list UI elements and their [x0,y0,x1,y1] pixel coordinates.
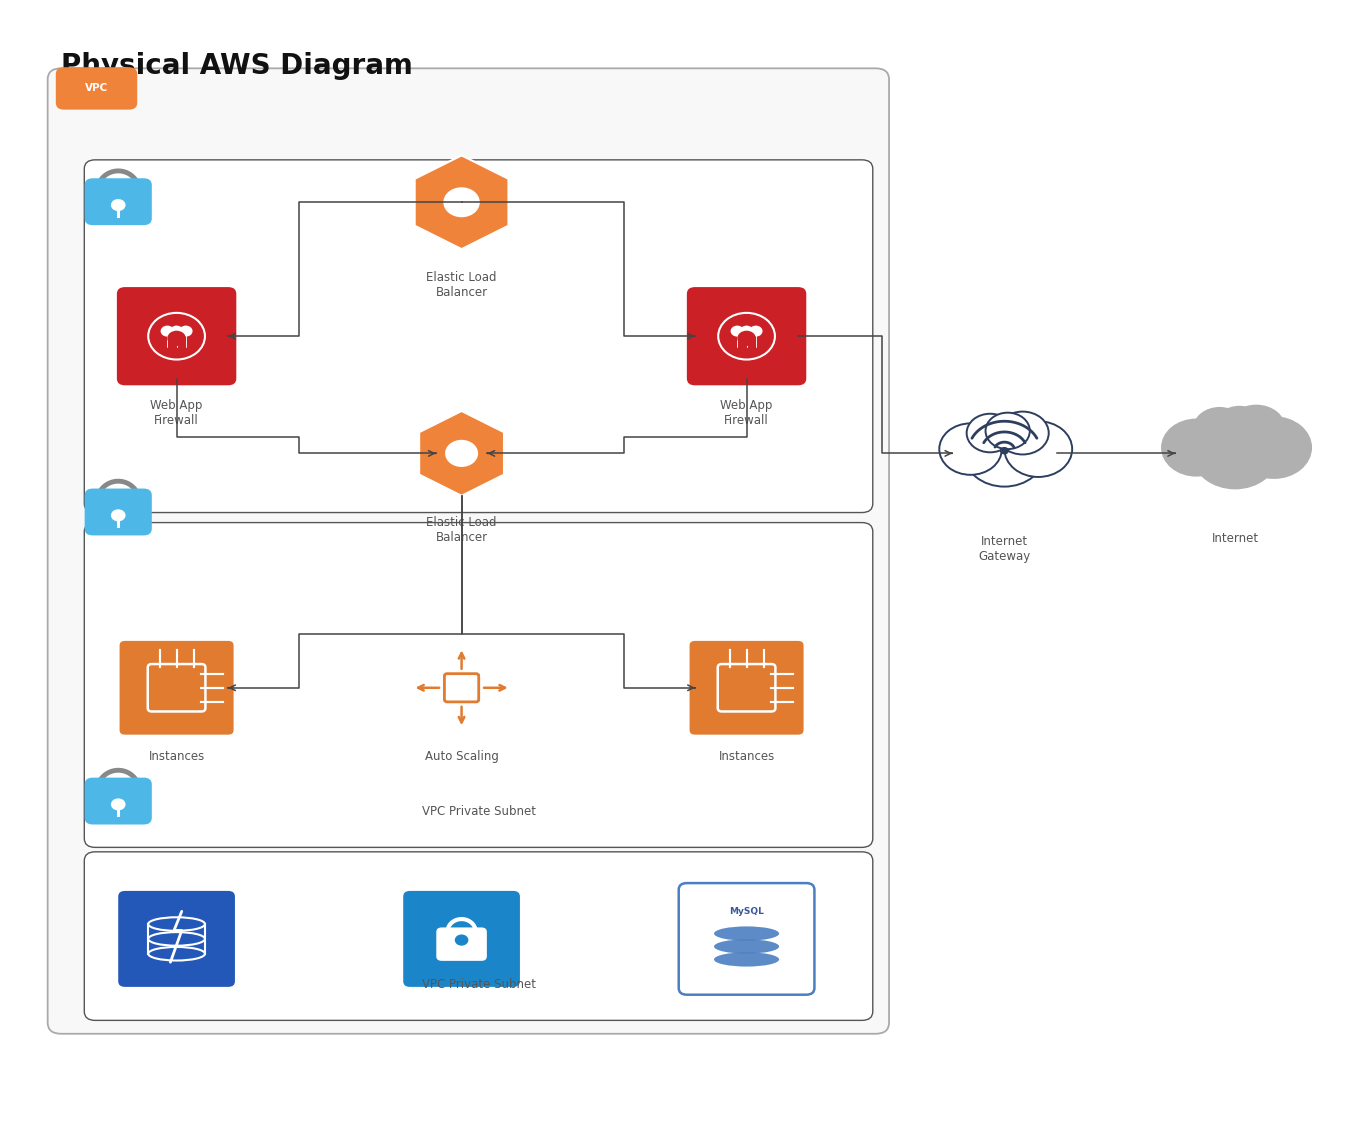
Text: Physical AWS Diagram: Physical AWS Diagram [62,52,413,79]
Text: Auto Scaling: Auto Scaling [425,750,499,763]
Circle shape [111,510,126,521]
Ellipse shape [714,939,779,954]
Text: Web App
Firewall: Web App Firewall [151,399,203,427]
Text: Internet
Gateway: Internet Gateway [979,534,1031,563]
Circle shape [1235,416,1312,479]
FancyBboxPatch shape [436,928,487,960]
FancyBboxPatch shape [679,883,814,994]
FancyBboxPatch shape [84,522,873,848]
Text: MySQL: MySQL [729,906,764,915]
Circle shape [1213,406,1265,447]
Text: Instances: Instances [718,750,775,763]
Circle shape [111,199,126,211]
Text: VPC Private Subnet: VPC Private Subnet [421,979,536,991]
Circle shape [1005,421,1072,477]
Circle shape [111,799,126,810]
Circle shape [167,331,186,346]
Circle shape [731,325,744,337]
Circle shape [749,325,762,337]
FancyBboxPatch shape [690,641,803,734]
Circle shape [446,440,478,467]
FancyBboxPatch shape [687,287,806,385]
FancyBboxPatch shape [85,777,152,825]
Circle shape [967,414,1013,452]
Circle shape [1193,407,1246,451]
FancyBboxPatch shape [56,67,137,110]
Text: VPC Private Subnet: VPC Private Subnet [421,806,536,818]
Text: Instances: Instances [148,750,204,763]
FancyBboxPatch shape [403,890,520,986]
Circle shape [986,412,1030,449]
Text: VPC: VPC [85,84,108,94]
FancyBboxPatch shape [85,179,152,225]
FancyBboxPatch shape [119,641,233,734]
Circle shape [180,325,192,337]
Circle shape [999,447,1009,454]
Circle shape [939,424,1002,475]
Circle shape [1227,405,1286,453]
Text: Elastic Load
Balancer: Elastic Load Balancer [426,516,496,544]
Polygon shape [414,156,509,249]
Circle shape [997,411,1049,454]
FancyBboxPatch shape [117,287,236,385]
FancyBboxPatch shape [85,488,152,536]
Circle shape [1191,417,1279,489]
Circle shape [160,325,174,337]
FancyBboxPatch shape [84,852,873,1020]
Text: Internet: Internet [1212,531,1259,545]
Ellipse shape [714,953,779,966]
FancyBboxPatch shape [118,890,234,986]
Circle shape [1161,418,1231,477]
FancyBboxPatch shape [48,68,888,1034]
Circle shape [170,325,184,337]
Circle shape [740,325,753,337]
Circle shape [964,420,1045,487]
Ellipse shape [714,927,779,940]
Polygon shape [420,411,505,496]
Circle shape [443,188,480,217]
Circle shape [738,331,755,346]
Text: Elastic Load
Balancer: Elastic Load Balancer [426,271,496,299]
FancyBboxPatch shape [84,159,873,513]
Text: Web App
Firewall: Web App Firewall [720,399,773,427]
Circle shape [455,935,469,946]
